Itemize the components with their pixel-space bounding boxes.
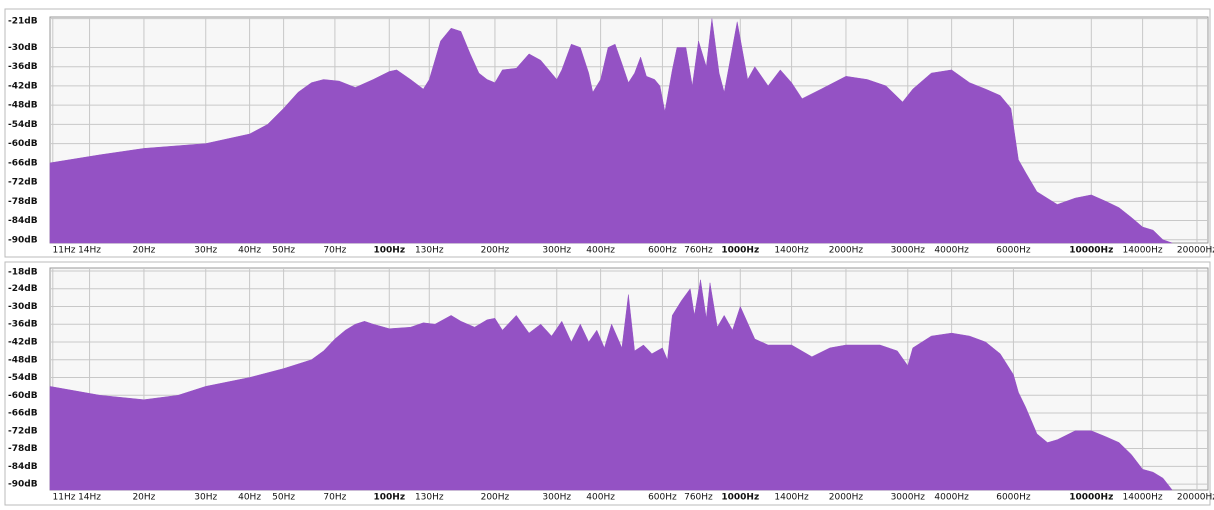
x-tick-label: 70Hz (323, 493, 346, 503)
y-tick-label: -42dB (8, 81, 38, 91)
x-tick-label: 6000Hz (996, 246, 1031, 256)
x-tick-label: 3000Hz (891, 246, 926, 256)
y-tick-label: -66dB (8, 409, 38, 419)
y-tick-label: -54dB (8, 120, 38, 130)
x-tick-label: 6000Hz (996, 493, 1031, 503)
spectrum-area (49, 18, 1173, 244)
y-tick-label: -54dB (8, 373, 38, 383)
x-tick-label: 1000Hz (721, 246, 759, 256)
y-tick-label: -36dB (8, 62, 38, 72)
y-tick-label: -60dB (8, 139, 38, 149)
y-tick-label: -78dB (8, 444, 38, 454)
x-tick-label: 14Hz (78, 246, 101, 256)
y-tick-label: -78dB (8, 197, 38, 207)
y-tick-label: -72dB (8, 178, 38, 188)
y-tick-label: -48dB (8, 355, 38, 365)
x-tick-label: 760Hz (684, 246, 713, 256)
x-tick-label: 4000Hz (934, 246, 969, 256)
y-tick-label: -66dB (8, 158, 38, 168)
x-tick-label: 20000Hz (1177, 493, 1214, 503)
x-tick-label: 20000Hz (1177, 246, 1214, 256)
y-tick-label: -24dB (8, 284, 38, 294)
y-tick-label: -84dB (8, 462, 38, 472)
x-tick-label: 300Hz (542, 493, 571, 503)
y-tick-label: -30dB (8, 43, 38, 53)
x-tick-label: 20Hz (132, 493, 155, 503)
x-tick-label: 1400Hz (774, 246, 809, 256)
x-tick-label: 10000Hz (1069, 246, 1113, 256)
x-tick-label: 400Hz (586, 246, 615, 256)
x-tick-label: 40Hz (238, 246, 261, 256)
x-tick-label: 70Hz (323, 246, 346, 256)
x-tick-label: 600Hz (648, 493, 677, 503)
x-tick-label: 20Hz (132, 246, 155, 256)
y-tick-label: -60dB (8, 391, 38, 401)
y-tick-label: -36dB (8, 320, 38, 330)
x-tick-label: 130Hz (415, 493, 444, 503)
x-tick-label: 3000Hz (891, 493, 926, 503)
x-tick-label: 40Hz (238, 493, 261, 503)
x-tick-label: 2000Hz (829, 246, 864, 256)
x-tick-label: 30Hz (194, 246, 217, 256)
y-tick-label: -90dB (8, 480, 38, 490)
y-tick-label: -90dB (8, 235, 38, 245)
y-tick-label: -21dB (8, 17, 38, 27)
spectrum-area (49, 279, 1173, 491)
y-tick-label: -30dB (8, 302, 38, 312)
x-tick-label: 1400Hz (774, 493, 809, 503)
x-tick-label: 200Hz (481, 246, 510, 256)
x-tick-label: 100Hz (374, 493, 406, 503)
x-tick-label: 14Hz (78, 493, 101, 503)
x-tick-label: 130Hz (415, 246, 444, 256)
x-tick-label: 14000Hz (1123, 493, 1163, 503)
x-tick-label: 10000Hz (1069, 493, 1113, 503)
x-tick-label: 300Hz (542, 246, 571, 256)
x-tick-label: 14000Hz (1123, 246, 1163, 256)
x-tick-label: 50Hz (272, 493, 295, 503)
x-tick-label: 1000Hz (721, 493, 759, 503)
x-tick-label: 50Hz (272, 246, 295, 256)
y-tick-label: -18dB (8, 268, 38, 278)
x-tick-label: 400Hz (586, 493, 615, 503)
x-tick-label: 4000Hz (934, 493, 969, 503)
x-tick-label: 30Hz (194, 493, 217, 503)
y-tick-label: -84dB (8, 216, 38, 226)
y-tick-label: -72dB (8, 426, 38, 436)
y-tick-label: -42dB (8, 338, 38, 348)
x-tick-label: 200Hz (481, 493, 510, 503)
x-tick-label: 11Hz (53, 493, 76, 503)
x-tick-label: 600Hz (648, 246, 677, 256)
x-tick-label: 760Hz (684, 493, 713, 503)
y-tick-label: -48dB (8, 101, 38, 111)
x-tick-label: 11Hz (53, 246, 76, 256)
x-tick-label: 2000Hz (829, 493, 864, 503)
x-tick-label: 100Hz (374, 246, 406, 256)
